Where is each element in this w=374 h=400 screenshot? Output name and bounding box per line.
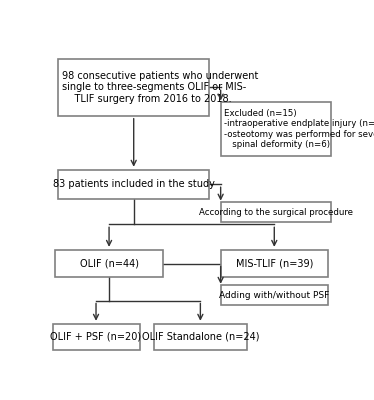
FancyBboxPatch shape [55, 250, 163, 278]
FancyBboxPatch shape [221, 102, 331, 156]
FancyBboxPatch shape [52, 324, 140, 350]
FancyBboxPatch shape [221, 250, 328, 278]
Text: MIS-TLIF (n=39): MIS-TLIF (n=39) [236, 259, 313, 269]
Text: According to the surgical procedure: According to the surgical procedure [199, 208, 353, 216]
FancyBboxPatch shape [58, 59, 209, 116]
Text: 98 consecutive patients who underwent
single to three-segments OLIF or MIS-
    : 98 consecutive patients who underwent si… [62, 71, 258, 104]
FancyBboxPatch shape [221, 285, 328, 305]
Text: OLIF Standalone (n=24): OLIF Standalone (n=24) [142, 332, 259, 342]
Text: Adding with/without PSF: Adding with/without PSF [219, 291, 329, 300]
FancyBboxPatch shape [221, 202, 331, 222]
Text: OLIF + PSF (n=20): OLIF + PSF (n=20) [50, 332, 142, 342]
FancyBboxPatch shape [154, 324, 247, 350]
FancyBboxPatch shape [58, 170, 209, 199]
Text: 83 patients included in the study: 83 patients included in the study [53, 179, 215, 189]
Text: OLIF (n=44): OLIF (n=44) [80, 259, 139, 269]
Text: Excluded (n=15)
-intraoperative endplate injury (n=9)
-osteotomy was performed f: Excluded (n=15) -intraoperative endplate… [224, 109, 374, 149]
